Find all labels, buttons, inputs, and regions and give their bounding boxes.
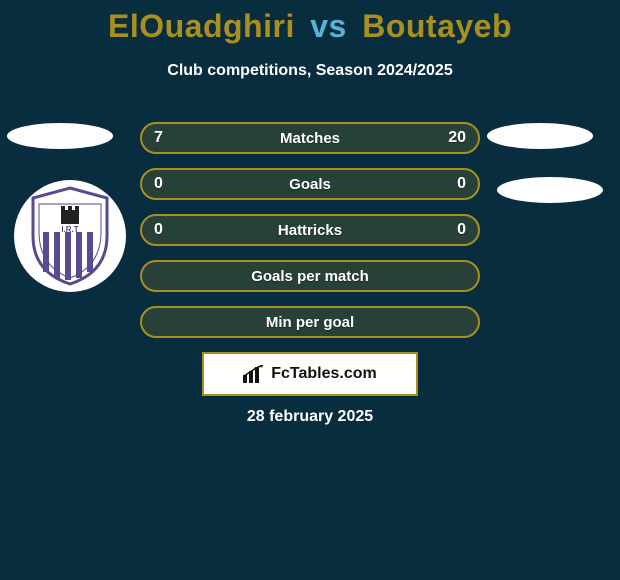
brand-box: FcTables.com [202,352,418,396]
hattricks-right: 0 [457,221,466,239]
comparison-title: ElOuadghiri vs Boutayeb [0,8,620,45]
ellipse-mid-right [497,177,603,203]
shield-icon: I.R.T [27,186,113,286]
brand-text: FcTables.com [271,365,377,383]
ellipse-top-left [7,123,113,149]
date-text: 28 february 2025 [0,408,620,426]
goals-left: 0 [154,175,163,193]
badge-text: I.R.T [61,225,78,234]
matches-right: 20 [448,129,466,147]
row-gpm: Goals per match [140,260,480,292]
vs-text: vs [310,8,347,44]
matches-left: 7 [154,129,163,147]
infographic-canvas: ElOuadghiri vs Boutayeb Club competition… [0,0,620,580]
row-mpg: Min per goal [140,306,480,338]
hattricks-label: Hattricks [278,222,342,239]
row-matches: 7 Matches 20 [140,122,480,154]
mpg-label: Min per goal [266,314,354,331]
ellipse-top-right [487,123,593,149]
row-hattricks: 0 Hattricks 0 [140,214,480,246]
bar-chart-icon [243,365,265,383]
goals-right: 0 [457,175,466,193]
club-badge: I.R.T [14,180,126,292]
gpm-label: Goals per match [251,268,369,285]
player1-name: ElOuadghiri [108,8,295,44]
season-subtitle: Club competitions, Season 2024/2025 [0,62,620,80]
row-goals: 0 Goals 0 [140,168,480,200]
hattricks-left: 0 [154,221,163,239]
matches-label: Matches [280,130,340,147]
goals-label: Goals [289,176,331,193]
player2-name: Boutayeb [362,8,512,44]
